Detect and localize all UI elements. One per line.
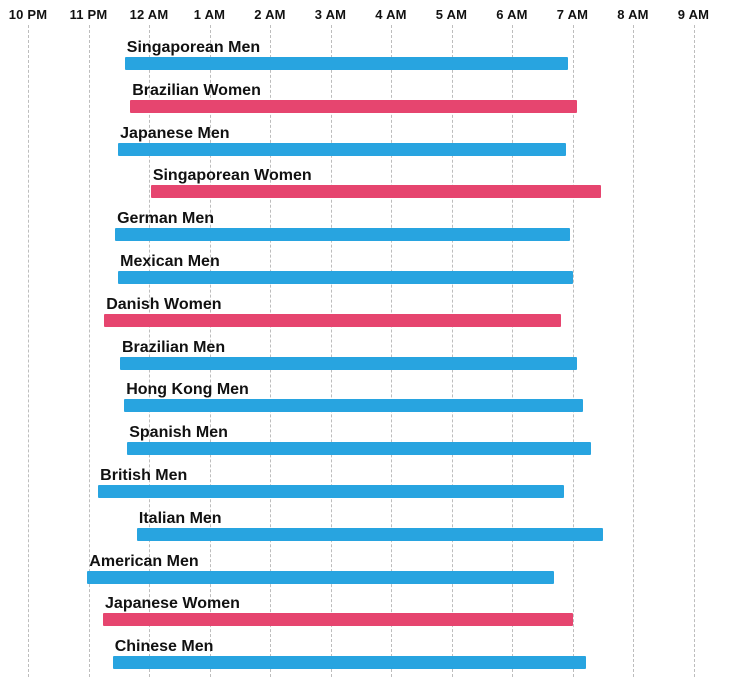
sleep-bar-british-men	[98, 485, 565, 498]
gridline	[330, 25, 332, 677]
row-label-japanese-women: Japanese Women	[105, 595, 240, 613]
gridline	[633, 25, 634, 677]
gridline	[512, 25, 513, 677]
gridline	[149, 25, 150, 677]
sleep-bar-chinese-men	[112, 656, 586, 670]
gridline	[209, 25, 211, 677]
gridline	[88, 25, 90, 677]
row-label-british-men: British Men	[100, 467, 188, 484]
gridline	[451, 25, 453, 677]
axis-tick-label: 2 AM	[254, 7, 286, 22]
axis-tick-label: 1 AM	[193, 7, 226, 22]
axis-tick-label: 4 AM	[375, 7, 407, 22]
row-label-singaporean-men: Singaporean Men	[126, 39, 261, 56]
gridline	[572, 25, 574, 677]
sleep-bar-spanish-men	[127, 442, 592, 456]
sleep-bar-italian-men	[136, 527, 603, 541]
axis-tick-label: 11 PM	[69, 7, 108, 22]
row-label-german-men: German Men	[117, 210, 215, 228]
gridline	[391, 25, 392, 677]
row-label-american-men: American Men	[89, 552, 199, 570]
row-label-hong-kong-men: Hong Kong Men	[126, 381, 249, 399]
row-label-singaporean-women: Singaporean Women	[152, 167, 312, 185]
axis-tick-label: 3 AM	[314, 7, 347, 22]
row-label-japanese-men: Japanese Men	[120, 124, 230, 142]
gridline	[28, 25, 29, 677]
axis-tick-label: 5 AM	[435, 7, 468, 22]
sleep-bar-singaporean-women	[150, 185, 601, 199]
sleep-bar-american-men	[87, 570, 554, 584]
row-label-mexican-men: Mexican Men	[120, 253, 220, 270]
row-label-brazilian-women: Brazilian Women	[132, 81, 261, 99]
sleep-bar-japanese-women	[103, 613, 574, 627]
gridline	[693, 25, 695, 677]
sleep-bar-mexican-men	[118, 271, 574, 284]
sleep-bar-brazilian-women	[130, 99, 577, 113]
row-label-italian-men: Italian Men	[138, 509, 222, 527]
sleep-bar-danish-women	[104, 313, 561, 327]
sleep-bar-german-men	[115, 228, 571, 242]
sleep-bar-japanese-men	[118, 142, 566, 156]
row-label-brazilian-men: Brazilian Men	[121, 338, 226, 356]
axis-tick-label: 6 AM	[496, 7, 528, 22]
axis-tick-label: 7 AM	[556, 7, 589, 22]
axis-tick-label: 12 AM	[129, 7, 169, 22]
axis-tick-label: 8 AM	[617, 7, 649, 22]
gridline	[270, 25, 271, 677]
axis-tick-label: 9 AM	[677, 7, 710, 22]
row-label-danish-women: Danish Women	[106, 295, 222, 313]
sleep-bar-hong-kong-men	[124, 399, 583, 413]
row-label-spanish-men: Spanish Men	[129, 424, 228, 442]
sleep-bar-singaporean-men	[124, 57, 569, 70]
row-label-chinese-men: Chinese Men	[114, 638, 214, 656]
axis-tick-label: 10 PM	[8, 7, 48, 22]
sleep-bar-brazilian-men	[119, 356, 577, 370]
